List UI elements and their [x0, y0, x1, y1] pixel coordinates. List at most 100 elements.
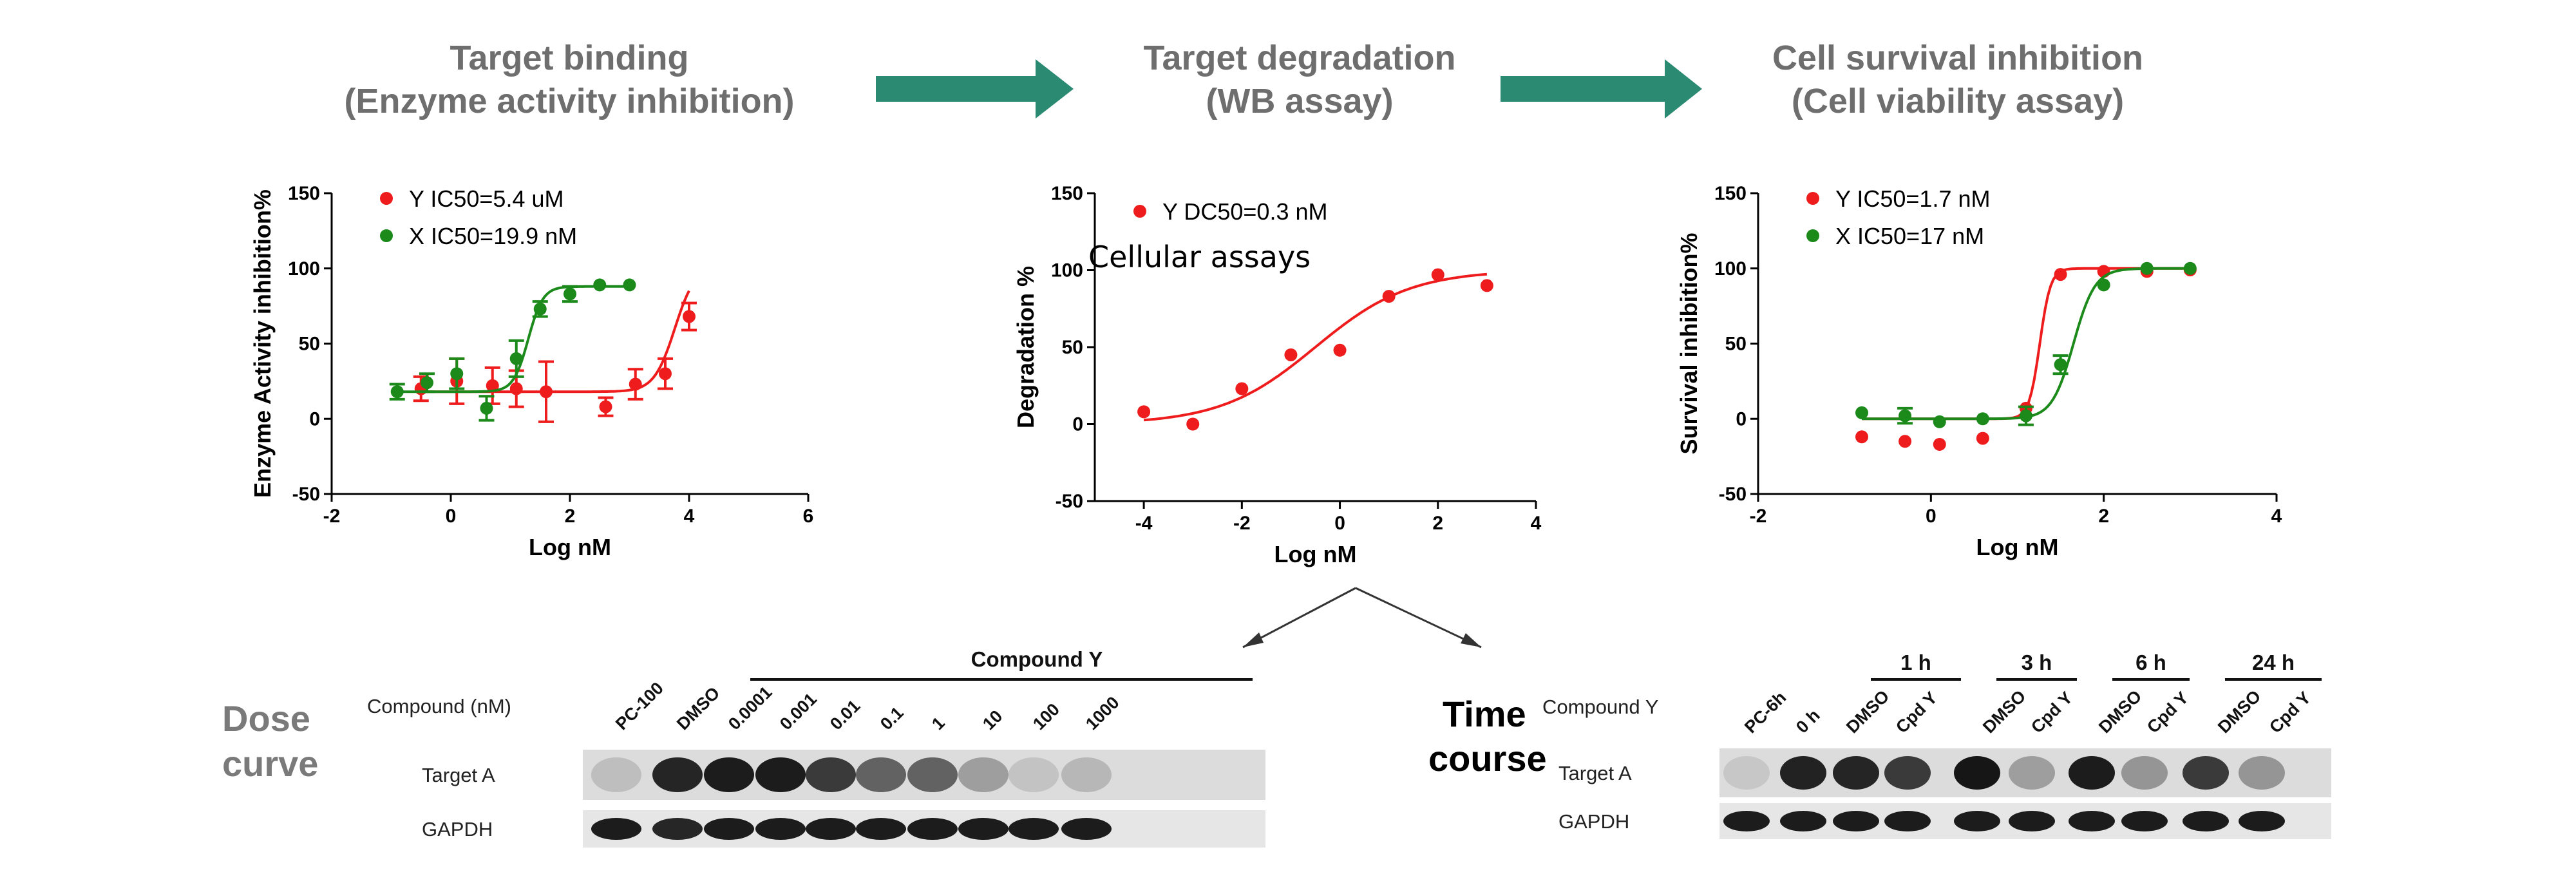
dose-band [1061, 818, 1112, 840]
dose-group-label: Compound Y [971, 647, 1103, 671]
dose-band [591, 818, 641, 840]
time-band [1954, 811, 2000, 831]
time-band [2239, 756, 2285, 790]
pointer-line-left [1242, 587, 1356, 649]
data-point [659, 367, 672, 381]
time-lane-label: DMSO [1842, 687, 1893, 737]
time-lane-label: Cpd Y [2143, 688, 2192, 737]
time-title-line2: course [1428, 738, 1547, 779]
dose-band [755, 757, 806, 792]
data-point [1137, 405, 1151, 419]
pointer-arrows [1242, 587, 1482, 649]
time-band [2069, 811, 2115, 831]
y-tick-label: 100 [1051, 260, 1083, 281]
stage-3-subtitle: (Cell viability assay) [1792, 82, 2124, 120]
dose-lane-label: 0.01 [826, 696, 864, 734]
dose-band [755, 818, 806, 840]
time-band [1954, 756, 2000, 790]
time-band [1780, 811, 1826, 831]
dose-band [704, 818, 754, 840]
data-point [1431, 268, 1444, 281]
dose-band [806, 818, 856, 840]
time-band [2009, 756, 2055, 790]
y-tick-label: 0 [309, 408, 320, 430]
x-axis-title: Log nM [1976, 534, 2059, 560]
stage-arrow-1 [876, 59, 1074, 119]
data-point [683, 310, 696, 323]
data-point [421, 376, 433, 390]
time-band [1780, 756, 1826, 790]
legend-label: Y IC50=1.7 nM [1835, 185, 1991, 212]
x-tick-label: -2 [1233, 513, 1251, 534]
data-point [1855, 430, 1868, 444]
stage-1-subtitle: (Enzyme activity inhibition) [344, 82, 794, 120]
legend-marker [380, 229, 393, 242]
time-lane-label: PC-6h [1741, 688, 1790, 737]
y-tick-label: 50 [1725, 334, 1747, 355]
time-band [1833, 756, 1879, 790]
time-band [2239, 811, 2285, 831]
x-tick-label: 4 [1531, 513, 1542, 534]
stage-2-title: Target degradation [1143, 39, 1455, 77]
dose-band [806, 757, 856, 792]
header-row: Target binding (Enzyme activity inhibiti… [344, 39, 2143, 120]
data-point [623, 278, 636, 292]
data-point [1933, 415, 1946, 428]
x-tick-label: -4 [1135, 513, 1153, 534]
data-point [599, 400, 612, 413]
fit-curve-y [1143, 272, 1488, 422]
x-tick-label: 2 [565, 506, 576, 527]
data-point [1976, 412, 1989, 426]
data-point [480, 401, 493, 415]
time-band [2183, 756, 2229, 790]
data-point [390, 385, 404, 399]
y-axis-title: Enzyme Activity inhibition% [249, 189, 276, 498]
time-lane-label: DMSO [1979, 687, 2029, 737]
dose-lane-label: 100 [1029, 699, 1063, 734]
time-group-label: 3 h [2022, 650, 2052, 674]
dose-lane-label: 0.0001 [724, 683, 776, 734]
chart-degradation: -50 0 50 100 150 -4 -2 0 2 4 Log nM Degradation % Y … [1012, 183, 1542, 567]
time-band [2121, 756, 2168, 790]
legend-marker [1806, 192, 1819, 205]
legend-label: Y IC50=5.4 uM [409, 185, 564, 212]
dose-band [1061, 757, 1112, 792]
dose-band [1009, 757, 1059, 792]
data-point [2054, 268, 2067, 281]
time-band [1884, 811, 1931, 831]
y-tick-label: 0 [1736, 408, 1747, 430]
data-point [509, 352, 523, 365]
dose-lane-label: 0.1 [876, 703, 907, 734]
data-point [2054, 358, 2067, 372]
stage-3-title: Cell survival inhibition [1772, 39, 2143, 77]
time-band [1723, 756, 1770, 790]
time-group-label: 6 h [2136, 650, 2166, 674]
dose-band-row-label: GAPDH [422, 818, 493, 840]
dose-lane-label: 0.001 [776, 689, 820, 734]
time-band [2121, 811, 2168, 831]
data-point [2140, 261, 2154, 275]
data-point [1186, 417, 1200, 431]
legend-marker [380, 192, 393, 205]
fit-curve-x [1862, 267, 2190, 421]
dose-lane-label: PC-100 [612, 678, 667, 734]
time-band [2069, 756, 2115, 790]
data-point [1855, 406, 1868, 419]
x-axis-title: Log nM [529, 534, 611, 560]
dose-lane-label: 1000 [1082, 693, 1123, 734]
time-group-label: 24 h [2252, 650, 2295, 674]
data-point [593, 278, 607, 292]
time-band [1884, 756, 1931, 790]
time-band-row-label: GAPDH [1558, 810, 1629, 833]
data-point [1284, 348, 1298, 361]
dose-band [958, 818, 1009, 840]
data-point [2097, 278, 2110, 292]
data-point [2183, 261, 2197, 275]
legend-label: X IC50=17 nM [1835, 223, 1984, 249]
time-band [2183, 811, 2229, 831]
chart-enzyme-activity: -50 0 50 100 150 -2 0 2 4 6 Log nM Enzyme Activity … [249, 183, 813, 560]
dose-title-line1: Dose [222, 698, 310, 739]
stage-2-subtitle: (WB assay) [1206, 82, 1393, 120]
data-point [564, 287, 576, 301]
